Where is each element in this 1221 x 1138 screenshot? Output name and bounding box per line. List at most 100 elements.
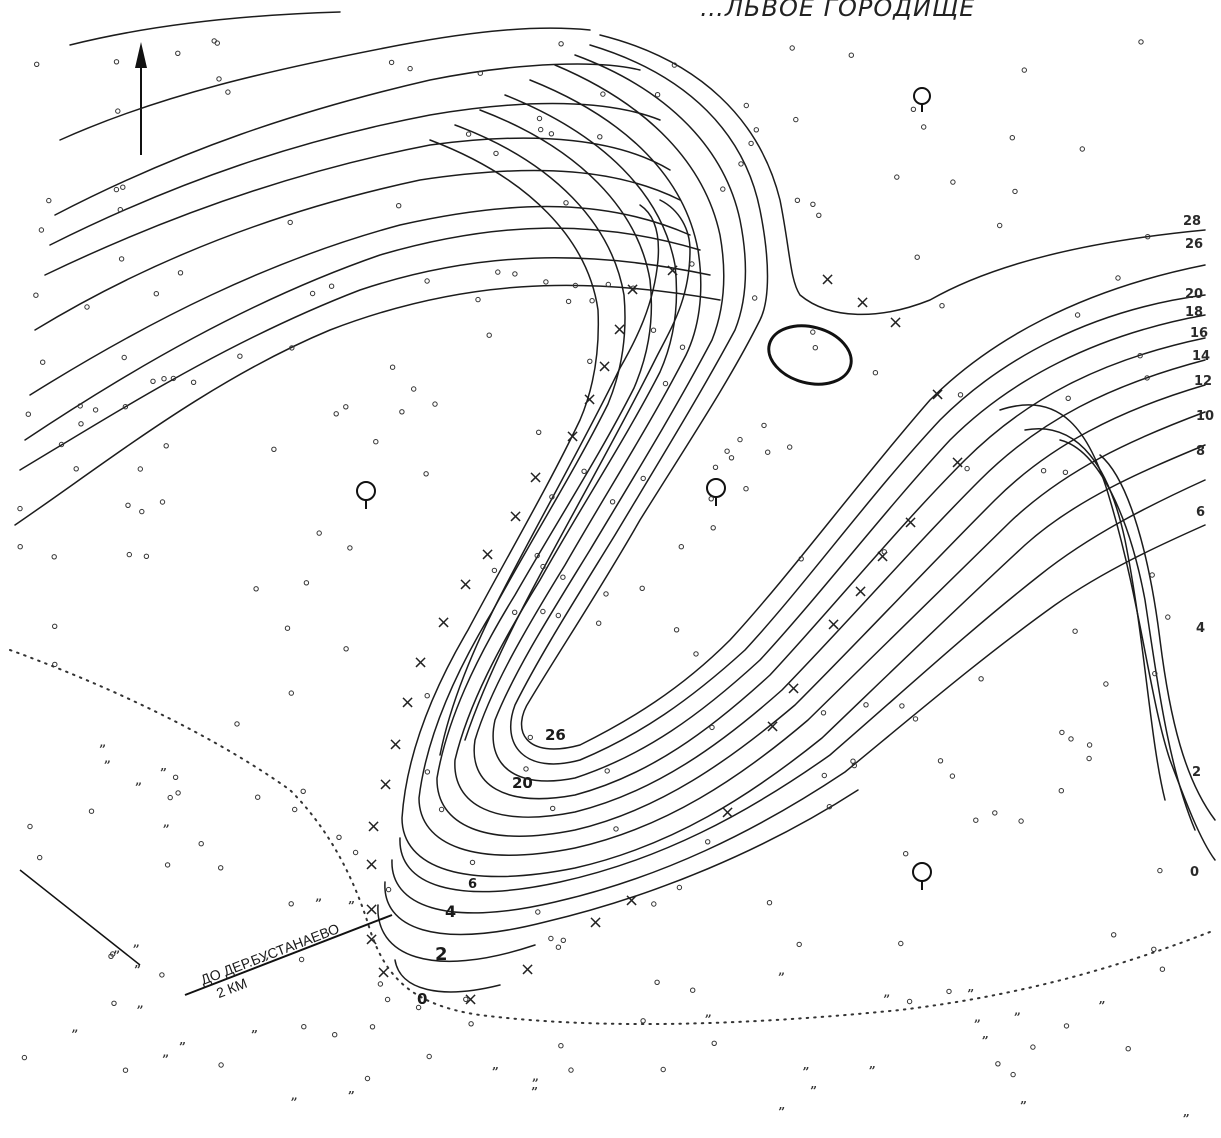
terrain-dot xyxy=(689,261,695,267)
terrain-dot xyxy=(167,794,173,801)
terrain-dot xyxy=(475,296,481,303)
terrain-dot xyxy=(73,466,79,472)
contour-label: 6 xyxy=(1196,505,1205,520)
svg-text:×: × xyxy=(565,426,580,447)
terrain-dot xyxy=(399,409,405,415)
terrain-dot xyxy=(690,987,696,993)
terrain-dot xyxy=(921,124,927,130)
terrain-dot xyxy=(115,108,121,114)
svg-text:×: × xyxy=(436,612,451,633)
terrain-dot xyxy=(396,203,402,209)
meadow-mark-icon: ” xyxy=(348,899,355,913)
meadow-mark-icon: ” xyxy=(532,1077,539,1091)
terrain-dot xyxy=(40,359,46,365)
terrain-dot xyxy=(92,407,99,413)
terrain-dot xyxy=(377,981,384,987)
terrain-dot xyxy=(1040,468,1047,474)
tree-icon xyxy=(912,862,932,890)
meadow-mark-icon: ” xyxy=(1014,1010,1021,1024)
north-arrow-icon xyxy=(135,42,147,155)
dotted-boundaries xyxy=(9,649,1216,1026)
terrain-dot xyxy=(218,865,224,871)
terrain-dot xyxy=(1063,1023,1070,1029)
meadow-mark-icon: ” xyxy=(291,1095,298,1109)
terrain-dot xyxy=(122,404,129,410)
terrain-dot xyxy=(793,116,799,123)
meadow-mark-icon: ” xyxy=(179,1040,186,1054)
road-to-village: ДО ДЕР.БУСТАНАЕВО 2 КМ xyxy=(19,869,393,1001)
terrain-dot xyxy=(549,494,555,500)
contour-label: 10 xyxy=(1196,409,1214,424)
terrain-dot xyxy=(118,256,125,262)
terrain-dot xyxy=(535,909,541,915)
meadow-mark-icon: ” xyxy=(137,1004,144,1018)
terrain-dot xyxy=(78,421,84,427)
terrain-dot xyxy=(850,758,856,764)
pit-oval xyxy=(767,324,853,386)
terrain-dot xyxy=(710,525,716,531)
terrain-dot xyxy=(159,972,165,978)
contours-northwest xyxy=(14,11,721,526)
terrain-dot xyxy=(172,774,179,780)
terrain-dot xyxy=(328,283,335,289)
svg-text:×: × xyxy=(463,989,478,1010)
terrain-dot xyxy=(137,466,144,472)
contour-label: 0 xyxy=(417,990,427,1008)
terrain-dot xyxy=(432,401,438,407)
terrain-dot xyxy=(153,291,160,297)
tree-icons xyxy=(356,87,932,890)
svg-text:×: × xyxy=(612,319,627,340)
terrain-dot xyxy=(495,269,501,275)
terrain-dot xyxy=(639,585,645,591)
contour-label: 28 xyxy=(1183,214,1201,229)
meadow-mark-icon: ” xyxy=(1099,999,1106,1013)
terrain-dot xyxy=(640,1018,646,1024)
terrain-dot xyxy=(949,773,956,779)
terrain-dot xyxy=(548,131,555,137)
meadow-mark-icon: ” xyxy=(967,987,974,1001)
terrain-dot xyxy=(600,91,606,97)
meadow-mark-icon: ” xyxy=(162,1052,169,1066)
terrain-dot xyxy=(536,429,542,435)
terrain-dot xyxy=(463,996,469,1002)
terrain-dot xyxy=(373,439,379,445)
terrain-dot xyxy=(1103,681,1109,687)
contour-label: 20 xyxy=(512,774,533,792)
terrain-dot xyxy=(543,279,549,285)
terrain-dot xyxy=(820,710,827,716)
terrain-dot xyxy=(540,608,546,615)
terrain-dot xyxy=(995,1061,1001,1067)
terrain-dot xyxy=(255,794,261,800)
meadow-mark-icon: ” xyxy=(1183,1112,1190,1126)
terrain-dot xyxy=(673,627,680,633)
terrain-dot xyxy=(906,998,913,1005)
terrain-dot xyxy=(565,298,572,305)
terrain-dot xyxy=(424,693,430,699)
meadow-mark-icon: ” xyxy=(315,897,322,911)
terrain-dot xyxy=(512,271,518,277)
svg-text:×: × xyxy=(930,384,945,405)
terrain-dot xyxy=(693,651,699,657)
terrain-dot xyxy=(898,940,904,947)
svg-text:×: × xyxy=(826,614,841,635)
terrain-dot xyxy=(798,556,804,562)
svg-text:×: × xyxy=(786,678,801,699)
terrain-dot xyxy=(37,854,43,861)
terrain-dot xyxy=(604,768,610,774)
terrain-dot xyxy=(58,441,65,448)
terrain-dot xyxy=(1152,670,1158,677)
terrain-dot xyxy=(309,290,316,297)
road-label-distance: ДО ДЕР.БУСТАНАЕВО xyxy=(198,920,341,988)
contours-spur xyxy=(377,34,1206,993)
terrain-dot xyxy=(560,937,566,943)
terrain-dot xyxy=(538,126,544,133)
contour-label: 4 xyxy=(1196,621,1205,636)
terrain-dot xyxy=(347,545,353,551)
terrain-dot xyxy=(52,623,58,629)
meadow-mark-icon: ” xyxy=(803,1065,810,1079)
terrain-dot xyxy=(743,102,749,109)
terrain-dot xyxy=(287,219,293,226)
terrain-dot xyxy=(34,61,40,68)
terrain-dot xyxy=(946,988,952,995)
